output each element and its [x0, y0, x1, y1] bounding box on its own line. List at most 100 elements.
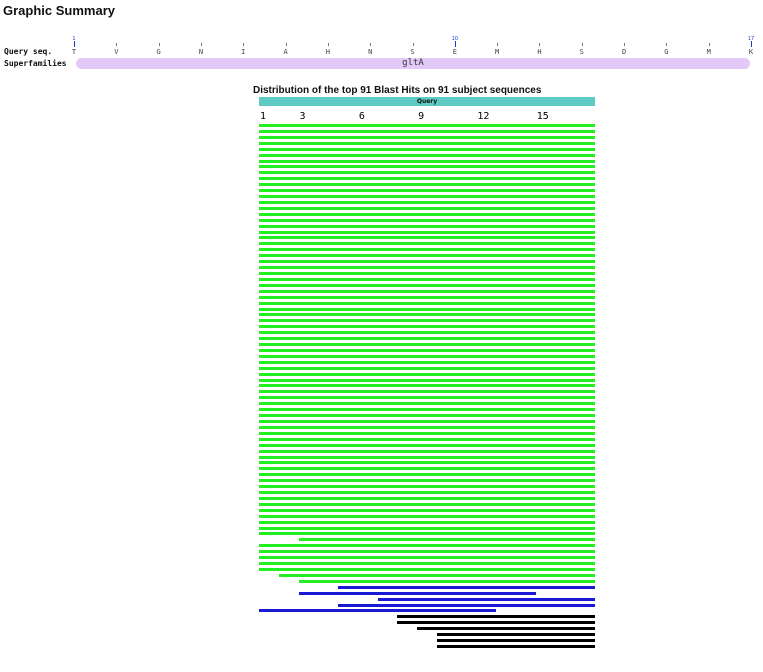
query-residue: N: [198, 48, 204, 56]
blast-hit-bar[interactable]: [259, 550, 595, 554]
blast-hit-bar[interactable]: [259, 568, 595, 571]
query-residue: M: [495, 48, 500, 56]
blast-hit-bar[interactable]: [377, 597, 595, 601]
blast-hit-bar[interactable]: [259, 183, 595, 187]
blast-hit-bar[interactable]: [259, 443, 595, 447]
blast-hit-bar[interactable]: [259, 425, 595, 429]
blast-hit-bar[interactable]: [259, 360, 595, 364]
blast-hit-bar[interactable]: [259, 295, 595, 299]
blast-hit-bar[interactable]: [259, 289, 595, 293]
position-tick: [454, 41, 456, 47]
blast-hit-bar[interactable]: [259, 153, 595, 157]
blast-hit-bar[interactable]: [259, 200, 595, 204]
blast-hit-bar[interactable]: [259, 260, 595, 264]
residue-tick: [539, 43, 541, 46]
blast-hit-bar[interactable]: [259, 491, 595, 495]
blast-hit-bar[interactable]: [259, 212, 595, 216]
blast-hit-bar[interactable]: [338, 585, 595, 589]
blast-hit-bar[interactable]: [259, 354, 595, 358]
blast-hit-bar[interactable]: [259, 502, 595, 506]
blast-hit-bar[interactable]: [259, 366, 595, 370]
blast-hit-bar[interactable]: [259, 236, 595, 240]
residue-tick: [200, 43, 202, 46]
blast-hit-bar[interactable]: [259, 479, 595, 483]
query-residue: G: [664, 48, 669, 56]
blast-hit-bar[interactable]: [397, 615, 595, 619]
blast-hit-bar[interactable]: [278, 573, 595, 577]
blast-hit-bar[interactable]: [259, 455, 595, 459]
blast-hit-bar[interactable]: [259, 485, 595, 489]
blast-hit-bar[interactable]: [259, 437, 595, 441]
blast-hit-bar[interactable]: [259, 129, 595, 133]
blast-hit-bar[interactable]: [259, 562, 595, 566]
superfamilies-label: Superfamilies: [4, 59, 67, 68]
blast-hit-bar[interactable]: [259, 141, 595, 145]
blast-hit-bar[interactable]: [259, 171, 595, 175]
blast-hit-bar[interactable]: [259, 272, 595, 275]
blast-hit-bar[interactable]: [259, 135, 595, 139]
blast-hit-bar[interactable]: [259, 313, 595, 317]
blast-hit-bar[interactable]: [436, 639, 595, 643]
blast-hit-bar[interactable]: [259, 390, 595, 394]
blast-hit-bar[interactable]: [259, 461, 595, 465]
blast-hit-bar[interactable]: [259, 254, 595, 258]
blast-hit-bar[interactable]: [259, 402, 595, 406]
blast-hit-bar[interactable]: [259, 277, 595, 281]
blast-hit-bar[interactable]: [298, 579, 595, 583]
blast-hit-bar[interactable]: [298, 538, 595, 542]
blast-hit-bar[interactable]: [259, 218, 595, 222]
blast-hit-bar[interactable]: [417, 627, 595, 631]
blast-hit-bar[interactable]: [259, 242, 595, 246]
blast-hit-bar[interactable]: [259, 307, 595, 311]
blast-hit-bar[interactable]: [259, 431, 595, 435]
position-number: 1: [72, 36, 76, 42]
blast-hit-bar[interactable]: [259, 420, 595, 423]
blast-hit-bar[interactable]: [259, 283, 595, 287]
blast-hit-bar[interactable]: [436, 633, 595, 637]
blast-hit-bar[interactable]: [259, 467, 595, 471]
blast-hit-bar[interactable]: [259, 520, 595, 524]
residue-tick: [327, 43, 329, 46]
blast-hit-bar[interactable]: [259, 159, 595, 163]
blast-hit-bar[interactable]: [259, 248, 595, 252]
blast-hit-bar[interactable]: [259, 224, 595, 228]
blast-hit-bar[interactable]: [259, 496, 595, 500]
blast-hit-bar[interactable]: [259, 343, 595, 347]
blast-hit-bar[interactable]: [259, 230, 595, 234]
blast-hit-bar[interactable]: [259, 266, 595, 270]
blast-hit-bar[interactable]: [259, 348, 595, 352]
blast-hit-bar[interactable]: [259, 301, 595, 305]
blast-hit-bar[interactable]: [259, 532, 595, 536]
blast-hit-bar[interactable]: [259, 526, 595, 530]
blast-hit-bar[interactable]: [259, 556, 595, 560]
blast-hit-bar[interactable]: [259, 331, 595, 335]
blast-hit-bar[interactable]: [259, 372, 595, 376]
blast-hit-bar[interactable]: [259, 449, 595, 453]
blast-hit-bar[interactable]: [259, 195, 595, 199]
blast-hit-bar[interactable]: [259, 544, 595, 548]
blast-hit-bar[interactable]: [259, 124, 595, 127]
blast-hit-bar[interactable]: [338, 603, 595, 607]
blast-hit-bar[interactable]: [298, 591, 536, 595]
blast-hit-bar[interactable]: [259, 378, 595, 382]
blast-hit-bar[interactable]: [259, 396, 595, 400]
blast-hit-bar[interactable]: [259, 319, 595, 323]
blast-hit-bar[interactable]: [259, 206, 595, 210]
blast-hit-bar[interactable]: [259, 337, 595, 341]
blast-hit-bar[interactable]: [259, 325, 595, 329]
blast-hit-bar[interactable]: [259, 408, 595, 412]
blast-hit-bar[interactable]: [259, 473, 595, 477]
superfamily-gltA-bar[interactable]: gltA: [76, 58, 750, 69]
blast-hit-bar[interactable]: [259, 609, 497, 613]
blast-hit-bar[interactable]: [259, 384, 595, 388]
blast-hit-bar[interactable]: [259, 147, 595, 151]
blast-hit-bar[interactable]: [436, 644, 595, 648]
blast-hit-bar[interactable]: [259, 414, 595, 418]
blast-hit-bar[interactable]: [259, 508, 595, 512]
blast-hit-bar[interactable]: [259, 165, 595, 169]
blast-hit-bar[interactable]: [259, 189, 595, 193]
blast-hit-bar[interactable]: [259, 177, 595, 181]
blast-hit-bar[interactable]: [397, 621, 595, 625]
query-residue: A: [283, 48, 288, 56]
blast-hit-bar[interactable]: [259, 514, 595, 518]
